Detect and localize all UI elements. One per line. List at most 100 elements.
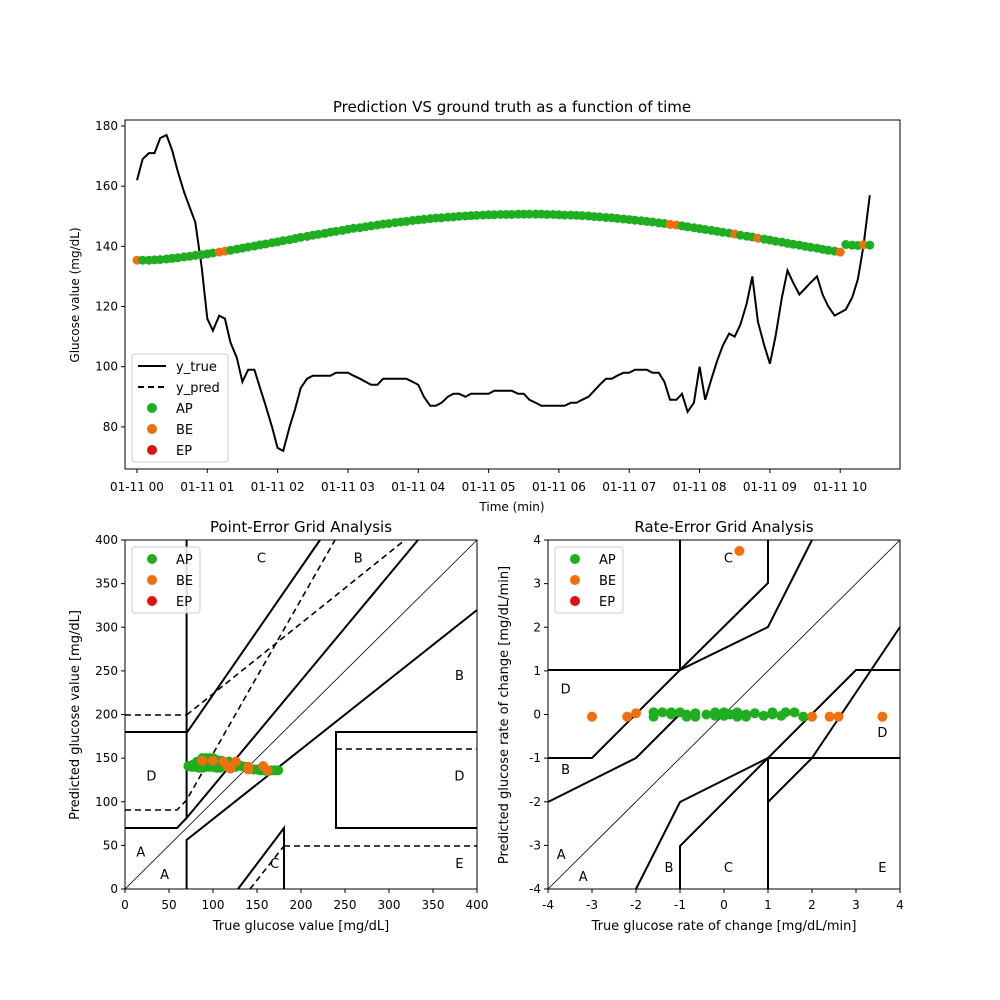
ts-x-tick-label: 01-11 10: [813, 480, 867, 494]
reg-zone-label: D: [561, 682, 571, 697]
reg-y-tick-label: 4: [533, 533, 541, 547]
reg-be-point: [734, 545, 745, 556]
point-error-grid-zone-labels: C B B D D AA C E: [136, 551, 464, 883]
reg-be-point: [833, 711, 844, 722]
ts-be-point: [858, 240, 868, 250]
legend-be-label: BE: [176, 423, 193, 438]
ts-y-tick-label: 100: [95, 360, 118, 374]
reg-y-tick-label: -3: [529, 838, 541, 852]
peg-y-tick-label: 0: [110, 882, 118, 896]
reg-y-tick-label: -2: [529, 795, 541, 809]
peg-legend-ep-marker: [147, 596, 157, 606]
rate-error-grid-axes-frame: [547, 539, 901, 890]
reg-legend-ep-label: EP: [599, 595, 615, 610]
peg-x-tick-label: 50: [161, 898, 176, 912]
point-error-grid-y-label: Predicted glucose value [mg/dL]: [68, 610, 83, 820]
reg-zone-label: A: [579, 870, 588, 885]
reg-x-tick-label: -4: [542, 898, 554, 912]
reg-be-point: [587, 711, 597, 722]
ts-ap-point: [138, 255, 148, 265]
ts-x-tick-label: 01-11 03: [321, 480, 375, 494]
peg-x-tick-label: 200: [290, 898, 313, 912]
peg-legend-ap-label: AP: [176, 553, 193, 568]
point-error-grid-zone-lines: [124, 539, 478, 890]
rate-error-grid-x-label: True glucose rate of change [mg/dL/min]: [591, 919, 857, 934]
reg-y-tick-label: 2: [533, 620, 541, 634]
reg-zone-label: C: [724, 861, 733, 876]
reg-y-tick-label: 1: [533, 664, 541, 678]
reg-legend-be-label: BE: [599, 574, 616, 589]
reg-x-tick-label: 0: [720, 898, 728, 912]
peg-zone-label: B: [354, 551, 363, 566]
reg-x-tick-label: -2: [630, 898, 642, 912]
ts-x-tick-label: 01-11 02: [251, 480, 305, 494]
peg-be-point: [225, 763, 236, 774]
time-series-panel: Prediction VS ground truth as a function…: [68, 98, 901, 514]
peg-be-point: [208, 755, 218, 766]
reg-ap-point: [657, 707, 668, 718]
legend-ap-label: AP: [176, 402, 193, 417]
peg-y-tick-label: 350: [95, 577, 118, 591]
reg-legend-ap-marker: [570, 554, 580, 564]
ts-y-tick-label: 120: [95, 300, 118, 314]
peg-zone-label: A: [136, 845, 145, 860]
point-error-grid-legend: AP BE EP: [131, 546, 201, 614]
ts-be-point: [835, 247, 845, 257]
peg-zone-label: C: [270, 857, 279, 872]
reg-ap-point: [681, 709, 692, 720]
ts-x-tick-label: 01-11 09: [743, 480, 797, 494]
time-series-title: Prediction VS ground truth as a function…: [333, 98, 691, 116]
legend-y-pred-label: y_pred: [176, 381, 220, 396]
reg-ap-point: [749, 708, 760, 719]
point-error-grid-y-ticks: 0 50 100 150 200 250 300 350 400: [95, 533, 125, 896]
reg-ap-point: [767, 707, 778, 718]
reg-legend-ap-label: AP: [599, 553, 616, 568]
peg-x-tick-label: 100: [202, 898, 225, 912]
rate-error-grid-legend: AP BE EP: [554, 546, 624, 614]
peg-x-tick-label: 150: [246, 898, 269, 912]
peg-zone-label: D: [146, 770, 156, 785]
reg-ap-point: [741, 711, 751, 722]
reg-be-point: [824, 711, 835, 722]
peg-be-point: [243, 764, 254, 775]
ts-x-tick-label: 01-11 06: [532, 480, 586, 494]
peg-y-tick-label: 250: [95, 664, 118, 678]
time-series-legend: y_true y_pred AP BE EP: [131, 353, 229, 463]
y-true-line: [136, 133, 871, 453]
reg-x-tick-label: -3: [586, 898, 598, 912]
time-series-y-label: Glucose value (mg/dL): [68, 227, 82, 362]
reg-be-point: [622, 711, 633, 722]
reg-zone-label: C: [724, 551, 733, 566]
rate-error-grid-x-ticks: -4 -3 -2 -1 0 1 2 3 4: [542, 889, 904, 912]
time-series-y-ticks: 80 100 120 140 160 180: [95, 119, 125, 434]
peg-x-tick-label: 350: [422, 898, 445, 912]
reg-zone-label: D: [877, 726, 887, 741]
peg-legend-be-label: BE: [176, 574, 193, 589]
reg-x-tick-label: -1: [674, 898, 686, 912]
point-error-grid-x-label: True glucose value [mg/dL]: [212, 919, 389, 934]
peg-be-point: [230, 756, 241, 767]
reg-be-point: [807, 711, 817, 722]
reg-ap-point: [710, 710, 721, 721]
peg-be-point: [262, 765, 273, 776]
reg-zone-label: B: [561, 763, 570, 778]
peg-zone-label: A: [160, 868, 169, 883]
reg-ap-point: [780, 707, 791, 718]
reg-y-tick-label: 3: [533, 577, 541, 591]
peg-legend-ap-marker: [147, 554, 157, 564]
peg-x-tick-label: 0: [121, 898, 129, 912]
ts-x-tick-label: 01-11 00: [110, 480, 164, 494]
peg-ap-point: [273, 765, 284, 776]
y-pred-points: [132, 209, 875, 265]
rate-error-grid-y-label: Predicted glucose rate of change [mg/dL/…: [497, 566, 512, 864]
point-error-grid-points: [183, 753, 284, 777]
ts-y-tick-label: 80: [103, 420, 118, 434]
reg-x-tick-label: 4: [896, 898, 904, 912]
reg-ap-point: [701, 709, 712, 720]
reg-ap-point: [666, 707, 677, 718]
reg-y-tick-label: -1: [529, 751, 541, 765]
ts-y-tick-label: 140: [95, 239, 118, 253]
reg-zone-label: A: [557, 848, 566, 863]
